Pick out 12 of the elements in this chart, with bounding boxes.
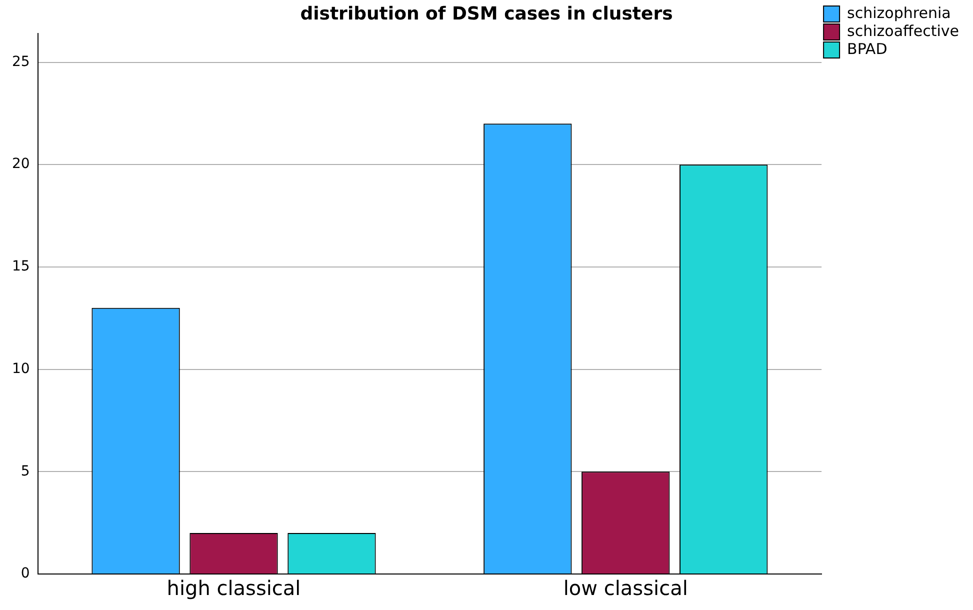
y-tick-label: 25 (12, 54, 30, 70)
y-tick-label: 0 (20, 566, 30, 582)
y-tick-label: 10 (12, 360, 30, 377)
legend-label: BPAD (847, 40, 888, 58)
y-tick-label: 20 (12, 156, 30, 172)
y-tick-label: 5 (20, 463, 30, 480)
x-tick-label: high classical (166, 576, 301, 600)
legend-label: schizophrenia (847, 4, 951, 22)
legend-label: schizoaffective (847, 22, 960, 40)
x-tick-label: low classical (563, 576, 688, 600)
y-tick-label: 15 (12, 258, 30, 275)
chart-title: distribution of DSM cases in clusters (300, 3, 673, 24)
